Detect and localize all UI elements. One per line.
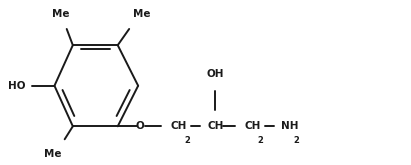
Text: Me: Me xyxy=(134,9,151,19)
Text: CH: CH xyxy=(244,121,261,131)
Text: CH: CH xyxy=(171,121,187,131)
Text: 2: 2 xyxy=(184,136,190,145)
Text: OH: OH xyxy=(206,69,224,79)
Text: NH: NH xyxy=(281,121,298,131)
Text: O: O xyxy=(136,121,145,131)
Text: HO: HO xyxy=(7,81,25,91)
Text: CH: CH xyxy=(208,121,224,131)
Text: Me: Me xyxy=(44,149,61,159)
Text: 2: 2 xyxy=(293,136,300,145)
Text: Me: Me xyxy=(52,9,69,19)
Text: 2: 2 xyxy=(258,136,263,145)
